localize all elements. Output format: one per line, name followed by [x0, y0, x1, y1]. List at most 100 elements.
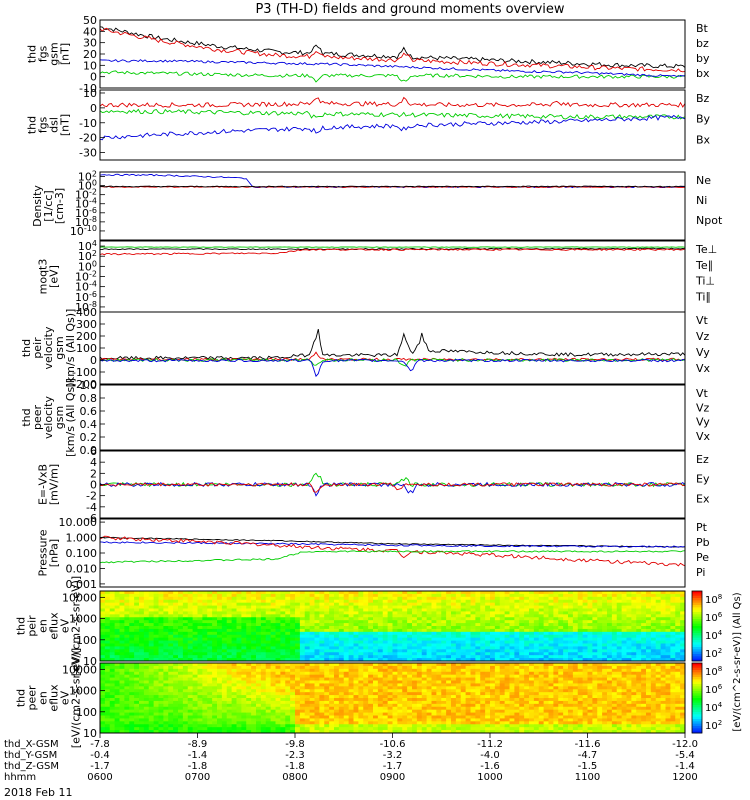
heatmap-cell [338, 605, 345, 609]
heatmap-cell [104, 698, 111, 702]
heatmap-cell [397, 727, 403, 731]
heatmap-cell [441, 724, 447, 728]
heatmap-cell [236, 655, 242, 659]
legend-Te∥: Te∥ [695, 259, 713, 272]
heatmap-cell [270, 631, 276, 636]
heatmap-cell [368, 727, 374, 731]
heatmap-cell [475, 671, 481, 676]
heatmap-cell [280, 671, 286, 676]
heatmap-cell [558, 596, 564, 601]
heatmap-cell [441, 715, 447, 719]
heatmap-cell [572, 652, 579, 656]
heatmap-cell [470, 643, 476, 647]
heatmap-cell [363, 703, 369, 708]
heatmap-cell [412, 724, 418, 728]
heatmap-cell [519, 617, 525, 621]
heatmap-cell [480, 628, 486, 633]
heatmap-cell [260, 663, 267, 667]
heatmap-cell [207, 698, 213, 702]
heatmap-cell [290, 617, 296, 621]
heatmap-cell [343, 626, 350, 630]
heatmap-cell [607, 599, 613, 604]
heatmap-cell [148, 646, 155, 650]
heatmap-cell [451, 730, 457, 734]
heatmap-cell [470, 637, 476, 641]
heatmap-cell [197, 718, 203, 722]
heatmap-cell [524, 599, 530, 604]
heatmap-cell [568, 643, 574, 647]
heatmap-cell [572, 617, 579, 621]
heatmap-cell [363, 593, 369, 598]
heatmap-cell [441, 623, 447, 627]
heatmap-cell [416, 665, 423, 670]
heatmap-cell [397, 623, 403, 627]
heatmap-cell [241, 602, 247, 606]
heatmap-cell [256, 623, 262, 627]
heatmap-cell [621, 628, 627, 633]
heatmap-cell [665, 617, 671, 621]
heatmap-cell [241, 599, 247, 604]
heatmap-cell [207, 703, 213, 708]
heatmap-cell [163, 599, 169, 604]
heatmap-cell [655, 617, 662, 621]
heatmap-cell [265, 695, 272, 699]
heatmap-cell [143, 692, 150, 696]
heatmap-cell [148, 683, 155, 687]
heatmap-cell [431, 700, 437, 705]
heatmap-cell [217, 680, 223, 684]
heatmap-cell [236, 695, 242, 699]
heatmap-cell [197, 671, 203, 676]
heatmap-cell [475, 700, 481, 705]
heatmap-cell [577, 655, 584, 659]
heatmap-cell [592, 634, 598, 639]
heatmap-cell [460, 677, 467, 681]
heatmap-cell [475, 634, 481, 639]
heatmap-cell [441, 727, 447, 731]
heatmap-cell [231, 715, 237, 719]
heatmap-cell [290, 608, 296, 612]
heatmap-cell [114, 686, 120, 690]
heatmap-cell [402, 698, 408, 702]
heatmap-cell [139, 658, 145, 662]
heatmap-cell [514, 646, 520, 650]
heatmap-cell [441, 640, 447, 644]
heatmap-cell [158, 663, 164, 667]
heatmap-cell [421, 628, 428, 633]
heatmap-cell [558, 626, 564, 630]
heatmap-cell [285, 591, 291, 595]
heatmap-cell [119, 640, 125, 644]
heatmap-cell [626, 593, 632, 598]
heatmap-cell [421, 593, 428, 598]
heatmap-cell [256, 596, 262, 601]
heatmap-cell [480, 611, 486, 615]
heatmap-cell [134, 593, 140, 598]
heatmap-cell [475, 637, 481, 641]
heatmap-cell [114, 718, 120, 722]
heatmap-cell [236, 715, 242, 719]
heatmap-cell [490, 611, 496, 615]
heatmap-cell [124, 626, 130, 630]
heatmap-cell [397, 637, 403, 641]
heatmap-cell [602, 614, 608, 618]
heatmap-cell [153, 665, 159, 670]
heatmap-cell [251, 634, 257, 639]
heatmap-cell [529, 596, 535, 601]
heatmap-cell [168, 668, 174, 673]
heatmap-cell [158, 686, 164, 690]
heatmap-cell [436, 695, 442, 699]
heatmap-cell [446, 640, 452, 644]
heatmap-cell [217, 668, 223, 673]
heatmap-cell [494, 658, 501, 662]
heatmap-cell [236, 683, 242, 687]
heatmap-cell [104, 689, 111, 693]
heatmap-cell [319, 663, 325, 667]
heatmap-cell [143, 671, 150, 676]
heatmap-cell [499, 646, 506, 650]
heatmap-cell [202, 596, 208, 601]
heatmap-cell [533, 608, 540, 612]
heatmap-cell [309, 709, 315, 713]
heatmap-cell [153, 608, 159, 612]
heatmap-cell [338, 712, 345, 716]
heatmap-cell [309, 706, 315, 711]
heatmap-cell [353, 620, 359, 624]
